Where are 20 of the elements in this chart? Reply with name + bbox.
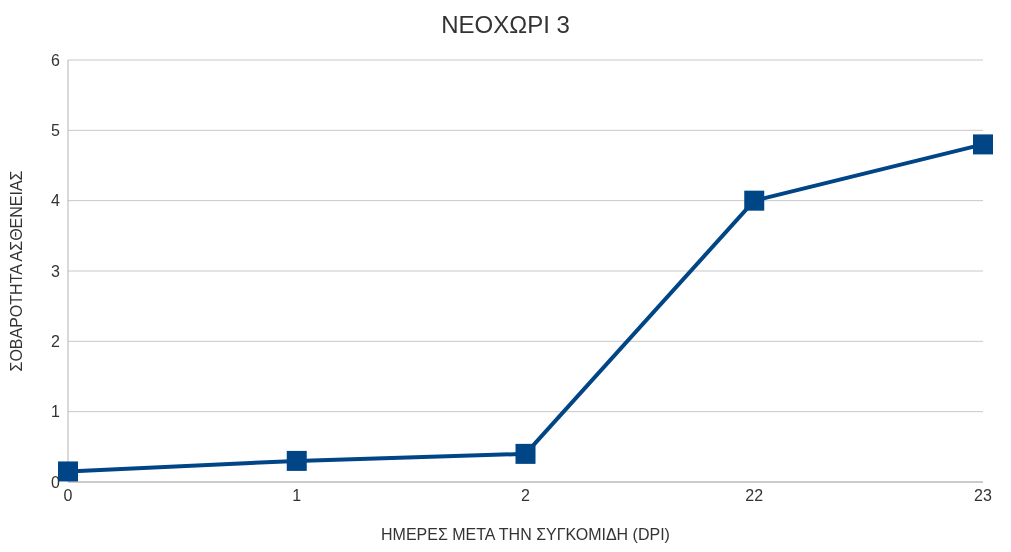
point (744, 190, 765, 211)
x-tick-label: 23 (974, 487, 992, 505)
y-axis-title: ΣΟΒΑΡΟΤΗΤΑ ΑΣΘΕΝΕΙΑΣ (7, 170, 25, 372)
y-tick-label: 6 (51, 51, 61, 69)
y-tick-label: 3 (51, 262, 61, 280)
point (58, 461, 78, 482)
x-tick-label: 2 (521, 487, 531, 505)
point (286, 450, 307, 471)
x-axis-title: ΗΜΕΡΕΣ ΜΕΤΑ ΤΗΝ ΣΥΓΚΟΜΙΔΗ (DPI) (381, 526, 670, 543)
y-tick-label: 4 (51, 192, 61, 210)
x-tick-label: 0 (63, 487, 73, 505)
y-tick-label: 5 (51, 122, 61, 140)
x-tick-label: 22 (745, 487, 764, 505)
y-tick-label: 0 (51, 473, 61, 491)
y-tick-label: 1 (51, 403, 61, 421)
point (515, 443, 536, 464)
chart-title: ΝΕΟΧΩΡΙ 3 (440, 10, 571, 40)
point (973, 134, 993, 155)
x-tick-label: 1 (292, 487, 302, 505)
y-tick-label: 2 (51, 333, 61, 351)
